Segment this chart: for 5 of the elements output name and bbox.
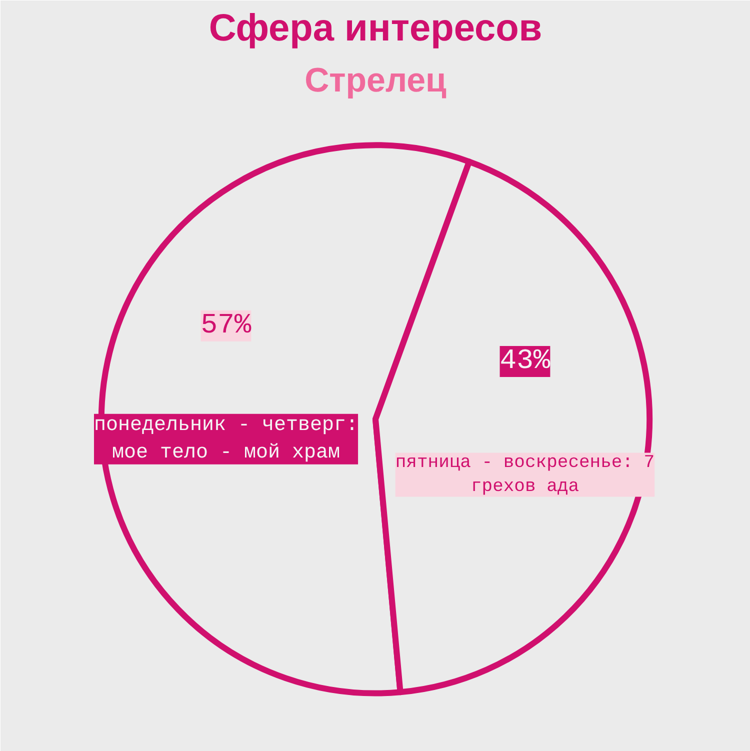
chart-title: Сфера интересов [208, 8, 542, 50]
slice-label: пятница - воскресенье: 7 грехов ада [395, 452, 655, 497]
chart-subtitle: Стрелец [304, 62, 447, 100]
slice-label: понедельник - четверг: мое тело - мой храм [94, 414, 358, 464]
data-label: 57% [200, 310, 252, 342]
